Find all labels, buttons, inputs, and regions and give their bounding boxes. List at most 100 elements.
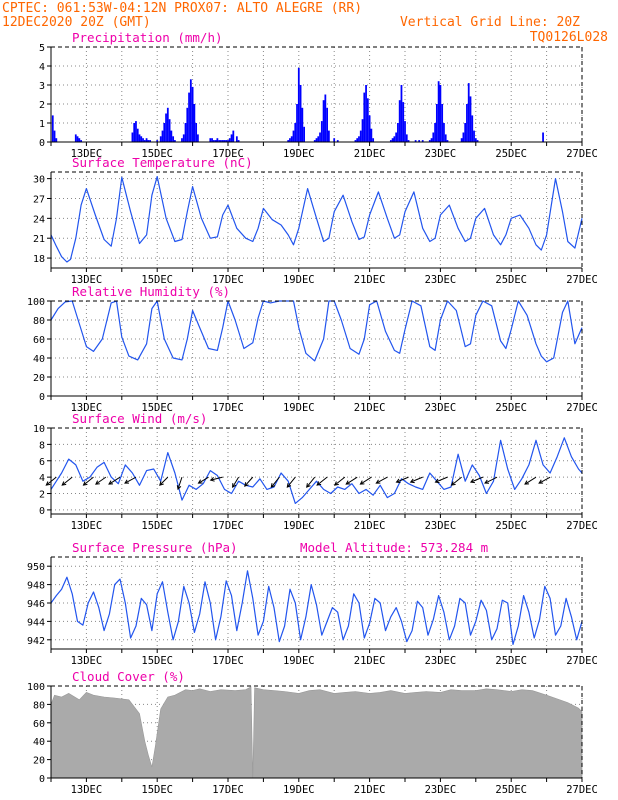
wind-arrow xyxy=(396,476,409,483)
precipitation-xtick-label: 25DEC xyxy=(495,148,527,160)
wind-xtick-label: 23DEC xyxy=(425,520,457,532)
precip-bar xyxy=(55,138,58,142)
wind-arrow xyxy=(244,476,254,487)
wind-arrow xyxy=(159,476,169,486)
pressure-title: Surface Pressure (hPa) xyxy=(72,540,238,555)
precip-bar xyxy=(212,140,215,142)
precip-bar xyxy=(165,113,167,142)
temperature-title: Surface Temperature (nC) xyxy=(72,155,253,170)
precip-bar xyxy=(333,138,336,142)
wind-arrow-head xyxy=(176,485,182,491)
precip-bar xyxy=(476,140,479,142)
precip-bar xyxy=(542,132,544,142)
wind-ytick-label: 10 xyxy=(33,424,45,435)
wind-arrow xyxy=(410,476,423,483)
precip-bar xyxy=(161,130,164,142)
header-code: TQ0126L028 xyxy=(530,30,608,45)
temperature-xtick-label: 17DEC xyxy=(212,274,244,286)
cloud-cover-ytick-label: 20 xyxy=(33,756,45,767)
precipitation-ytick-label: 0 xyxy=(39,138,45,149)
precip-bar xyxy=(140,136,143,142)
header-location: CPTEC: 061:53W-04:12N PROX07: ALTO ALEGR… xyxy=(2,1,362,16)
precip-bar xyxy=(336,140,339,142)
header-grid-note: Vertical Grid Line: 20Z xyxy=(400,15,580,30)
precip-bar xyxy=(359,130,362,142)
wind-arrow xyxy=(61,476,73,486)
wind-arrow xyxy=(108,476,121,485)
wind-arrow xyxy=(484,476,498,484)
precipitation-ytick-label: 1 xyxy=(39,119,45,130)
cloud-cover-xtick-label: 27DEC xyxy=(566,784,598,796)
precip-bar xyxy=(471,115,474,142)
pressure-xtick-label: 17DEC xyxy=(212,655,244,667)
wind-arrow xyxy=(524,476,537,485)
temperature-ytick-label: 18 xyxy=(33,254,45,265)
precip-bar xyxy=(221,140,224,142)
precip-bar xyxy=(404,121,406,142)
precip-bar xyxy=(186,107,189,142)
wind-xtick-label: 27DEC xyxy=(566,520,598,532)
precip-bar xyxy=(432,132,435,142)
precipitation-ytick-label: 4 xyxy=(39,62,45,73)
precip-bar xyxy=(216,138,219,142)
cloud-cover-xtick-label: 21DEC xyxy=(354,784,386,796)
wind-arrow-head xyxy=(124,479,129,484)
wind-arrow-head xyxy=(197,479,203,484)
temperature-xtick-label: 19DEC xyxy=(283,274,315,286)
precip-bar xyxy=(405,134,408,142)
cloud-cover-ytick-label: 100 xyxy=(27,682,45,693)
precip-bar xyxy=(237,140,240,142)
precip-bar xyxy=(78,138,81,142)
precipitation-xtick-label: 27DEC xyxy=(566,148,598,160)
humidity-xtick-label: 21DEC xyxy=(354,402,386,414)
temperature-xtick-label: 15DEC xyxy=(141,274,173,286)
precip-bar xyxy=(473,130,475,142)
temperature-panel: Surface Temperature (nC) 18 21 24 27 30 13DEC 1… xyxy=(33,155,598,286)
precip-bar xyxy=(163,123,166,142)
header-datetime: 12DEC2020 20Z (GMT) xyxy=(2,15,151,30)
precip-bar xyxy=(303,126,305,142)
cloud-cover-title: Cloud Cover (%) xyxy=(72,669,185,684)
precip-bar xyxy=(223,140,226,142)
precip-bar xyxy=(443,123,445,142)
precip-bar xyxy=(232,130,235,142)
precip-bar xyxy=(220,140,222,142)
precip-bar xyxy=(322,100,325,142)
wind-arrow-head xyxy=(450,481,456,486)
wind-arrow xyxy=(83,476,94,486)
precip-bar xyxy=(174,140,176,142)
precipitation-xtick-label: 21DEC xyxy=(354,148,386,160)
precip-bar xyxy=(299,85,302,142)
precip-bar xyxy=(372,138,375,142)
wind-arrow xyxy=(316,476,328,486)
precip-bar xyxy=(172,136,175,142)
precip-bar xyxy=(182,134,185,142)
wind-arrow-head xyxy=(395,478,401,484)
precip-bar xyxy=(398,100,401,142)
temperature-xtick-label: 13DEC xyxy=(71,274,103,286)
wind-arrow-head xyxy=(108,480,114,485)
precip-bar xyxy=(159,136,162,142)
wind-xtick-label: 19DEC xyxy=(283,520,315,532)
wind-arrow-head xyxy=(306,483,311,488)
precip-bar xyxy=(437,81,440,142)
wind-arrow-head xyxy=(538,479,544,484)
wind-arrow xyxy=(360,476,372,485)
precip-bar xyxy=(354,140,357,142)
pressure-xtick-label: 19DEC xyxy=(283,655,315,667)
wind-arrow xyxy=(95,476,107,485)
wind-arrow xyxy=(451,476,462,486)
precip-bar xyxy=(444,134,447,142)
wind-xtick-label: 13DEC xyxy=(71,520,103,532)
precip-bar xyxy=(368,115,371,142)
wind-xtick-label: 25DEC xyxy=(495,520,527,532)
precip-bar xyxy=(441,104,444,142)
pressure-ytick-label: 950 xyxy=(27,562,45,573)
precip-bar xyxy=(170,130,173,142)
precip-bar xyxy=(211,138,213,142)
precip-bar xyxy=(317,136,320,142)
wind-arrow xyxy=(470,476,484,483)
cloud-cover-panel: Cloud Cover (%) 0 20 40 60 80 100 13DEC 15DEC 17D… xyxy=(27,669,598,796)
wind-arrow-head xyxy=(232,483,237,488)
precip-bar xyxy=(138,134,141,142)
